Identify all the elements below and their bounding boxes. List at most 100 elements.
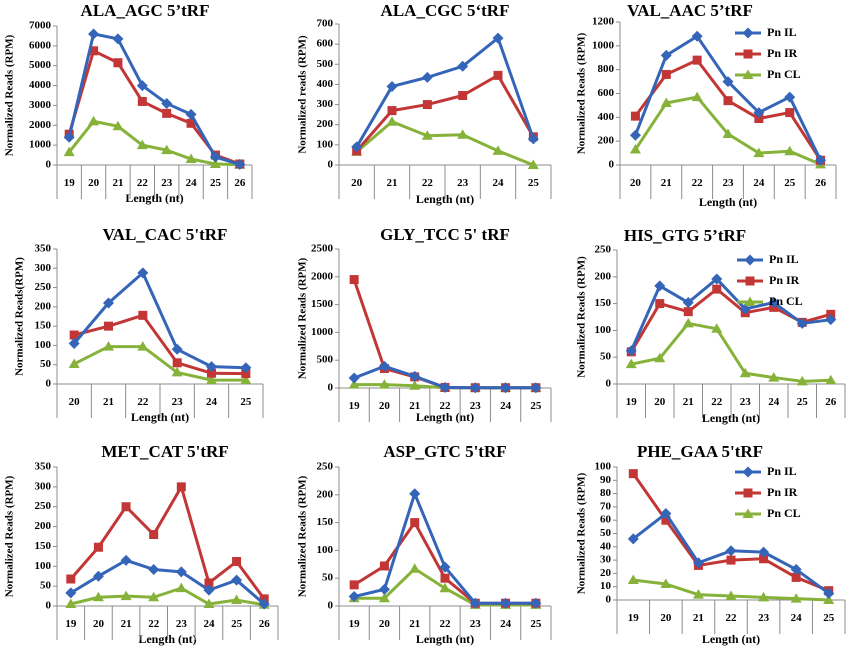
series-line [69,485,266,600]
data-point [137,267,149,279]
data-point [176,482,186,492]
data-point [784,145,796,156]
x-tick-label: 25 [797,396,809,408]
data-point [758,591,770,602]
data-point [409,563,421,573]
x-tick-label: 20 [660,612,672,624]
y-tick-label: 50 [40,358,52,370]
data-point [209,151,221,163]
data-point [784,91,796,103]
y-tick-label: 500 [317,58,334,70]
data-point [823,587,835,599]
y-axis-label: Normalized Reads (RPM) [576,256,588,378]
legend-label: Pn CL [769,294,803,308]
data-point [348,591,360,603]
data-point [207,368,216,378]
data-point [712,284,722,294]
data-point [723,96,733,106]
y-tick-label: 0 [328,600,334,612]
data-point [625,358,637,369]
x-tick-label: 26 [825,396,837,408]
y-tick-label: 300 [317,98,334,110]
y-tick-label: 100 [595,461,612,473]
data-point [68,358,80,368]
data-point [683,307,693,317]
data-point [161,144,173,155]
data-point [209,158,221,169]
data-point [69,330,79,340]
y-tick-label: 200 [595,270,612,282]
x-tick-label: 22 [711,396,723,408]
data-point [240,362,252,374]
data-point [527,159,539,169]
y-axis-label: Normalized reads (RPM) [297,35,309,154]
data-point [92,591,104,602]
y-tick-label: 7000 [29,20,52,32]
x-tick-label: 21 [693,612,704,624]
data-point [628,469,638,479]
x-axis-label: Length (nt) [416,410,474,424]
y-tick-label: 300 [35,262,52,274]
x-tick-label: 23 [161,177,173,189]
data-point [63,146,75,157]
data-point [785,108,795,118]
data-point [660,49,672,61]
x-tick-label: 24 [500,400,512,412]
series-line [73,313,246,376]
legend-marker [743,49,753,59]
x-tick-label: 21 [387,177,398,189]
data-point [206,374,217,385]
y-tick-label: 100 [317,138,334,150]
data-point [660,508,672,520]
x-tick-label: 21 [661,177,672,189]
data-point [378,379,390,389]
data-point [796,317,808,329]
x-tick-label: 26 [815,177,827,189]
data-point [185,108,197,120]
data-point [725,590,737,601]
y-tick-label: 200 [35,520,52,532]
y-tick-label: 1200 [592,16,615,28]
data-point [753,147,765,158]
y-tick-label: 10 [600,580,612,592]
chart-panel: ASP_GTC 5'tRF Normalized Reads (RPM) Lengt… [297,442,552,646]
x-tick-label: 19 [64,177,76,189]
y-tick-label: 5000 [29,59,52,71]
y-tick-label: 0 [609,159,615,171]
data-point [823,594,835,604]
data-point [65,598,77,609]
x-tick-label: 25 [210,177,222,189]
x-tick-label: 24 [206,396,218,408]
data-point [722,76,734,88]
data-point [121,502,131,512]
data-point [203,598,215,609]
y-tick-label: 400 [317,78,334,90]
x-tick-label: 19 [628,612,640,624]
y-tick-label: 40 [600,540,612,552]
legend-marker [744,254,756,266]
y-tick-label: 4000 [29,79,52,91]
x-tick-label: 19 [349,400,361,412]
x-tick-label: 25 [530,400,542,412]
x-tick-label: 20 [630,177,642,189]
x-tick-label: 24 [186,177,198,189]
y-tick-label: 150 [35,540,52,552]
y-axis-label: Normalized Reads (RPM) [4,34,16,156]
x-tick-label: 22 [440,618,452,630]
y-axis-label: Normalized Reads (RPM) [4,475,16,597]
data-point [722,128,734,139]
data-point [655,299,665,309]
data-point [138,310,148,320]
y-tick-label: 1000 [311,326,334,338]
x-tick-label: 21 [121,618,132,630]
x-tick-label: 25 [528,177,540,189]
data-point [815,154,827,166]
series-line [73,345,246,382]
y-axis-label: Normalized Reads (RPM) [576,472,588,594]
y-tick-label: 2000 [29,119,52,131]
y-tick-label: 100 [35,339,52,351]
data-point [203,584,215,596]
data-point [349,580,359,590]
x-tick-label: 20 [351,177,363,189]
x-tick-label: 21 [409,400,420,412]
